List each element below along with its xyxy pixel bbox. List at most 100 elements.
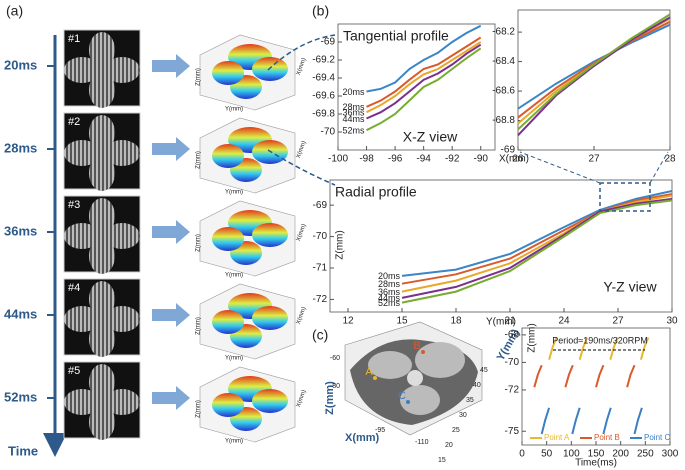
zoom-box [599,182,651,212]
y-tick-label: -68.2 [492,27,515,38]
axis-label: Y(mm) [225,273,243,279]
series-label: 36ms [343,108,366,118]
link-dash [267,34,336,71]
series-line [401,199,673,304]
panel-label: (b) [312,3,329,19]
colored-blade [212,310,244,334]
axis-label: Z(mm) [196,68,202,86]
x-tick-label: 150 [588,449,605,460]
x-tick-label: 300 [662,449,679,460]
series-line [366,41,482,114]
arrow [152,303,190,327]
series-label: 28ms [343,102,366,112]
series-line [517,20,671,119]
series-line [517,13,671,131]
blade [104,306,140,332]
series-label: 36ms [378,287,401,297]
x-tick-label: 27 [588,154,600,165]
blade [89,281,115,317]
series-line [401,197,673,299]
legend-label: Point A [544,433,570,442]
tick-label: 25 [452,427,460,434]
time-label: 20ms [4,57,37,72]
y-tick-label: -68 [505,330,520,341]
x-tick-label: -94 [416,154,431,165]
chart-title: Radial profile [335,184,417,200]
arrow [152,54,190,78]
blade [89,115,115,151]
blade [104,57,140,83]
y-tick-label: -69 [501,145,516,156]
colored-blade [212,144,244,168]
y-tick-label: -70 [313,231,328,242]
colored-blade [212,227,244,251]
axis-label: Z(mm) [196,317,202,335]
x-tick-label: 12 [342,316,354,327]
annotation: Period≈190ms/320RPM [552,335,647,345]
link-dash [267,149,336,186]
time-axis-label: Time [8,443,38,458]
series-line [401,194,673,293]
axis-label: X(mm) [296,140,308,159]
axis-label: X(mm) [296,306,308,325]
blade [89,364,115,400]
y-tick-label: -69 [321,37,336,48]
series-line [366,24,482,93]
series-label: 52ms [378,298,401,308]
time-label: 36ms [4,223,37,238]
x-tick-label: -98 [359,154,374,165]
blade [415,342,465,378]
panel-label: (a) [6,3,23,19]
chart-title: Tangential profile [343,28,449,44]
series-line [366,47,482,132]
tick-label: 40 [473,382,481,389]
blade [89,321,115,357]
axis-label: Z(mm) [196,400,202,418]
y-tick-label: -68.6 [492,86,515,97]
arrow [152,386,190,410]
x-tick-label: 28 [664,154,676,165]
series-line [533,364,636,388]
series-label: 28ms [378,279,401,289]
x-tick-label: -96 [388,154,403,165]
x-tick-label: 250 [637,449,654,460]
colored-blade [252,389,288,413]
hub [94,228,110,244]
blade [104,389,140,415]
y-tick-label: -72 [505,385,520,396]
y-tick-label: -68.4 [492,56,515,67]
plot-frame [329,179,673,313]
x-axis-label: Time(ms) [575,458,617,469]
y-tick-label: -69.2 [312,55,335,66]
series-line [401,193,673,285]
tick-label: 35 [466,397,474,404]
y-tick-label: -69 [313,200,328,211]
point-label: B [413,340,420,352]
x-tick-label: 27 [612,316,624,327]
plot-frame [337,23,496,151]
blade [89,32,115,68]
blade [104,140,140,166]
axis-label: X(mm) [296,57,308,76]
axis-label: Y(mm) [225,107,243,113]
y-axis-label: Z(mm) [527,323,538,352]
blade [89,155,115,191]
frame-label: #5 [68,365,80,377]
y-tick-label: -69.8 [312,109,335,120]
tick-label: 30 [459,412,467,419]
series-label: 20ms [378,271,401,281]
tick-label: 20 [445,442,453,449]
x-tick-label: -100 [328,154,348,165]
colored-blade [212,393,244,417]
blade [89,238,115,274]
series-line [548,337,650,360]
blade [64,306,100,332]
tick-label: 45 [480,367,488,374]
point [406,400,410,404]
x-tick-label: 30 [666,316,678,327]
axis-label: Z(mm) [324,381,336,415]
series-label: 44ms [343,114,366,124]
blade [64,223,100,249]
x-tick-label: 26 [512,154,524,165]
